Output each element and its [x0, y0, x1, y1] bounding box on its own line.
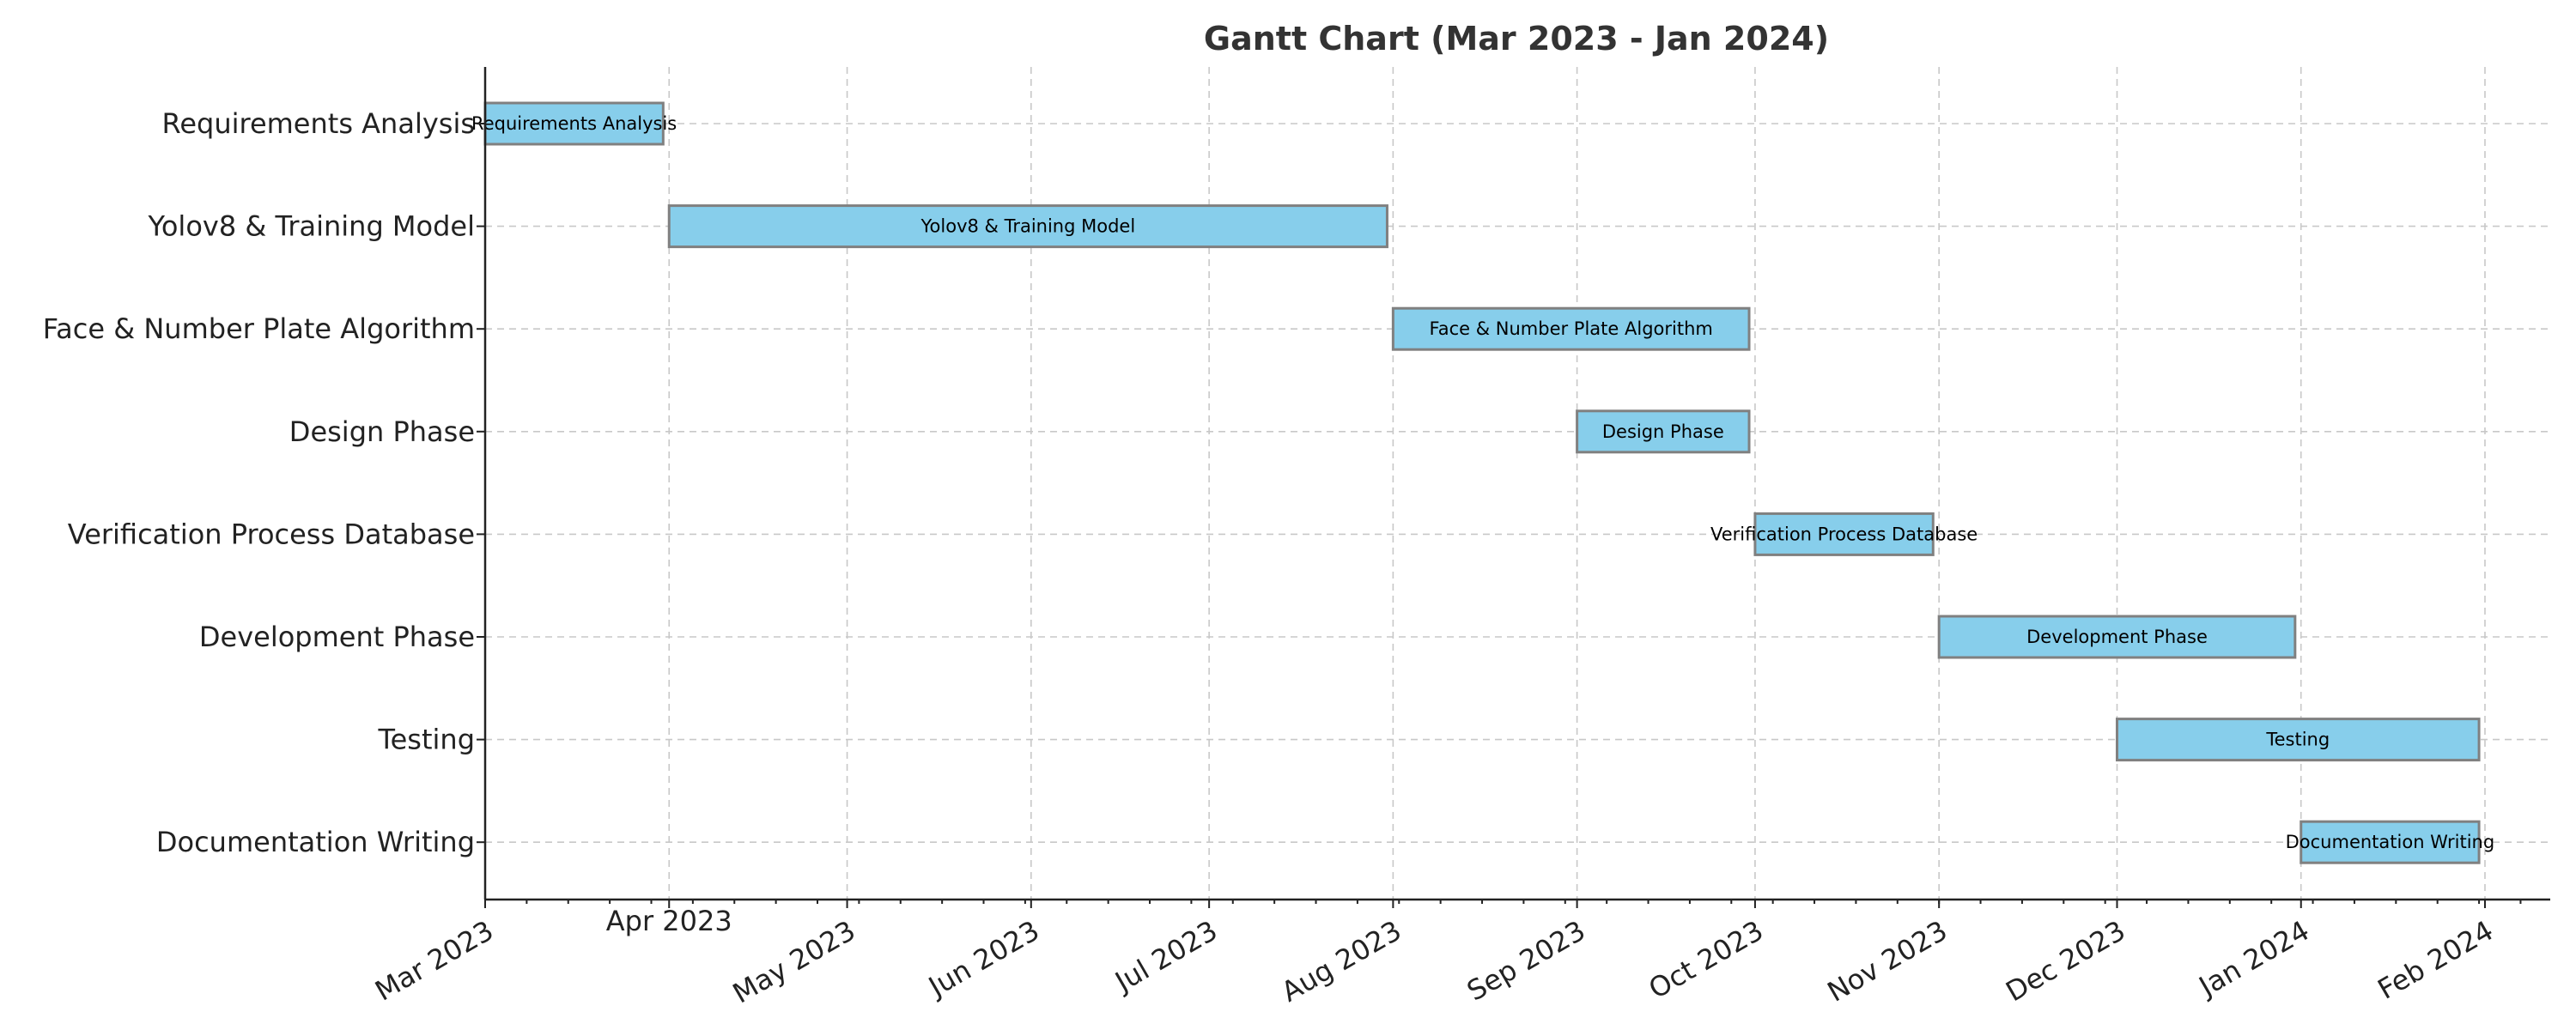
gantt-bar [1937, 615, 2297, 659]
x-tick-label: Nov 2023 [1822, 914, 1953, 1009]
gantt-bar-label: Yolov8 & Training Model [920, 216, 1136, 237]
gantt-bar [667, 204, 1388, 249]
x-tick-label: Apr 2023 [606, 905, 732, 937]
y-tick-label: Requirements Analysis [162, 107, 475, 140]
gantt-bar-label: Verification Process Database [1710, 524, 1978, 544]
y-tick-label: Face & Number Plate Algorithm [43, 312, 475, 345]
gantt-bar [1576, 409, 1751, 454]
gantt-bar-label: Testing [2265, 730, 2330, 750]
x-tick-label: Mar 2023 [369, 914, 499, 1008]
y-tick-label: Verification Process Database [68, 518, 475, 550]
y-tick-label: Design Phase [289, 415, 475, 448]
gantt-bar-label: Design Phase [1602, 421, 1724, 442]
x-tick-label: Jan 2024 [2192, 914, 2315, 1003]
gantt-bar-label: Requirements Analysis [471, 113, 677, 134]
x-tick-label: Oct 2023 [1643, 914, 1769, 1005]
gantt-bar-label: Documentation Writing [2286, 832, 2495, 852]
y-tick-label: Documentation Writing [156, 826, 475, 858]
x-tick-label: Aug 2023 [1276, 914, 1406, 1009]
x-tick-label: Dec 2023 [2001, 914, 2131, 1009]
bar-layer: Requirements Analysis Yolov8 & Training M… [471, 101, 2495, 864]
x-tick-label: Feb 2024 [2372, 914, 2499, 1006]
y-tick-label: Yolov8 & Training Model [148, 210, 475, 243]
x-tick-label: Sep 2023 [1461, 914, 1591, 1008]
x-tick-label: Jul 2023 [1109, 914, 1224, 999]
gantt-bar [2116, 718, 2481, 762]
x-tick-label: May 2023 [727, 914, 861, 1010]
gantt-bar-label: Development Phase [2026, 627, 2208, 647]
grid-layer [484, 67, 2550, 900]
chart-title: Gantt Chart (Mar 2023 - Jan 2024) [1204, 20, 1829, 58]
y-tick-label: Testing [378, 724, 476, 756]
gantt-bar [2300, 820, 2481, 864]
x-tick-label: Jun 2023 [921, 914, 1044, 1004]
y-tick-label: Development Phase [199, 621, 475, 653]
gantt-bar-label: Face & Number Plate Algorithm [1430, 318, 1713, 339]
gantt-bar [1753, 512, 1935, 556]
gantt-bar [1391, 306, 1751, 351]
